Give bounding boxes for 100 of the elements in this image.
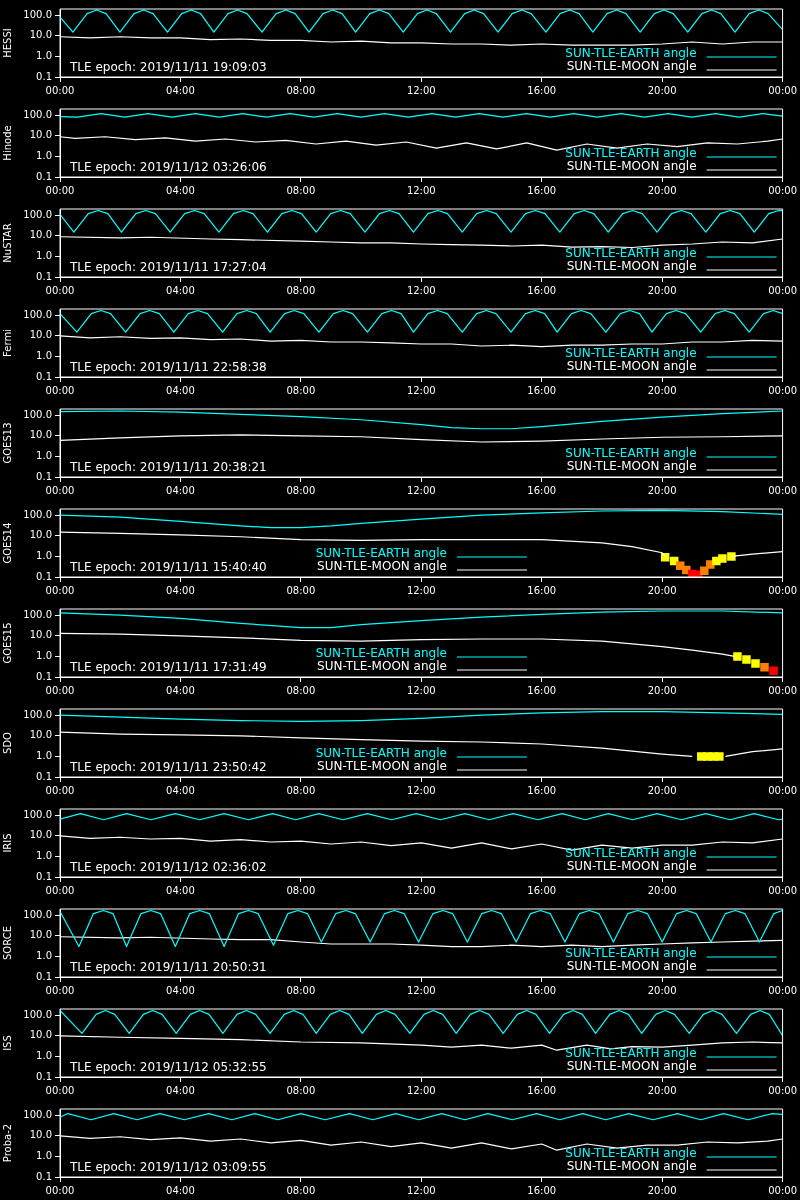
y-tick-label: 10.0 [29,529,52,541]
y-tick-label: 10.0 [29,829,52,841]
x-tick-label: 04:00 [166,184,195,196]
annotation: TLE epoch: 2019/11/11 22:58:38 [69,360,267,375]
x-tick-label: 00:00 [45,584,75,596]
y-tick-label: 0.1 [36,70,52,82]
x-tick-label: 00:00 [768,684,797,696]
x-tick-label: 16:00 [527,284,557,296]
x-tick-label: 00:00 [768,884,797,896]
x-tick-label: 16:00 [527,184,557,196]
point [769,666,778,676]
series-label: SUN-TLE-EARTH angle [315,646,447,661]
series-label: SUN-TLE-EARTH angle [315,546,447,561]
y-tick-label: 100.0 [23,1008,52,1020]
y-axis-title: NuSTAR [1,223,13,263]
y-tick-label: 0.1 [36,370,52,382]
annotation: TLE epoch: 2019/11/12 03:26:06 [69,160,267,175]
series-label: SUN-TLE-EARTH angle [565,446,697,461]
point [727,552,736,561]
y-axis-title: Hinode [1,125,13,161]
x-tick-label: 08:00 [286,1084,316,1096]
x-tick-label: 08:00 [286,1184,316,1196]
annotation: TLE epoch: 2019/11/12 05:32:55 [69,1060,267,1075]
x-tick-label: 16:00 [527,984,557,996]
x-tick-label: 04:00 [166,84,195,96]
y-tick-label: 10.0 [29,229,52,241]
x-tick-label: 00:00 [768,1184,797,1196]
x-tick-label: 00:00 [45,284,75,296]
series-label: SUN-TLE-MOON angle [566,959,697,974]
series-label: SUN-TLE-MOON angle [566,259,697,274]
x-tick-label: 08:00 [286,284,316,296]
x-tick-label: 08:00 [286,384,316,396]
y-tick-label: 1.0 [36,1049,52,1061]
x-tick-label: 20:00 [647,84,677,96]
series-label: SUN-TLE-MOON angle [317,559,447,574]
x-tick-label: 20:00 [647,884,677,896]
series-label: SUN-TLE-MOON angle [566,59,697,74]
y-tick-label: 100.0 [23,908,52,920]
y-axis-title: IRIS [1,833,13,853]
annotation: TLE epoch: 2019/11/11 17:27:04 [69,260,267,275]
x-tick-label: 04:00 [166,884,195,896]
y-tick-label: 10.0 [29,29,52,41]
x-tick-label: 16:00 [527,1084,557,1096]
x-tick-label: 12:00 [406,1084,436,1096]
y-tick-label: 100.0 [23,308,52,320]
x-tick-label: 08:00 [286,784,316,796]
x-tick-label: 20:00 [647,384,677,396]
y-tick-label: 10.0 [29,929,52,941]
x-tick-label: 12:00 [406,284,436,296]
x-tick-label: 04:00 [166,284,195,296]
x-tick-label: 00:00 [768,1084,797,1096]
x-tick-label: 04:00 [166,484,195,496]
x-tick-label: 20:00 [647,184,677,196]
x-tick-label: 16:00 [527,684,557,696]
y-tick-label: 100.0 [23,208,52,220]
y-tick-label: 10.0 [29,329,52,341]
x-tick-label: 00:00 [768,584,797,596]
x-tick-label: 04:00 [166,684,195,696]
series-label: SUN-TLE-EARTH angle [565,1046,697,1061]
x-tick-label: 00:00 [45,884,75,896]
series-label: SUN-TLE-MOON angle [317,759,447,774]
y-tick-label: 10.0 [29,1129,52,1141]
x-tick-label: 00:00 [768,184,797,196]
x-tick-label: 00:00 [45,484,75,496]
x-tick-label: 20:00 [647,1084,677,1096]
x-tick-label: 12:00 [406,784,436,796]
point [733,652,742,661]
x-tick-label: 00:00 [768,484,797,496]
x-tick-label: 20:00 [647,284,677,296]
y-axis-title: SORCE [1,926,13,960]
x-tick-label: 00:00 [45,1184,75,1196]
y-tick-label: 1.0 [36,949,52,961]
y-tick-label: 100.0 [23,408,52,420]
y-axis-title: Proba-2 [1,1123,13,1163]
y-tick-label: 10.0 [29,129,52,141]
x-tick-label: 08:00 [286,984,316,996]
x-tick-label: 04:00 [166,784,195,796]
y-tick-label: 1.0 [36,249,52,261]
x-tick-label: 08:00 [286,584,316,596]
series-label: SUN-TLE-EARTH angle [565,346,697,361]
text: SUN-TLE-EARTH angle [565,846,697,861]
y-tick-label: 1.0 [36,649,52,661]
y-tick-label: 100.0 [23,608,52,620]
y-tick-label: 100.0 [23,8,52,20]
x-tick-label: 20:00 [647,784,677,796]
series-label: SUN-TLE-MOON angle [566,1159,697,1174]
y-tick-label: 1.0 [36,1149,52,1161]
x-tick-label: 12:00 [406,484,436,496]
x-tick-label: 16:00 [527,484,557,496]
point [660,553,670,562]
annotation: TLE epoch: 2019/11/11 19:09:03 [69,60,267,75]
y-tick-label: 1.0 [36,449,52,461]
x-tick-label: 16:00 [527,584,557,596]
x-tick-label: 00:00 [45,684,75,696]
text: SUN-TLE-EARTH angle [315,746,447,761]
x-tick-label: 00:00 [45,184,75,196]
text: SUN-TLE-EARTH angle [565,146,697,161]
y-axis-title: ISS [1,1035,13,1051]
x-tick-label: 08:00 [286,184,316,196]
y-tick-label: 100.0 [23,708,52,720]
